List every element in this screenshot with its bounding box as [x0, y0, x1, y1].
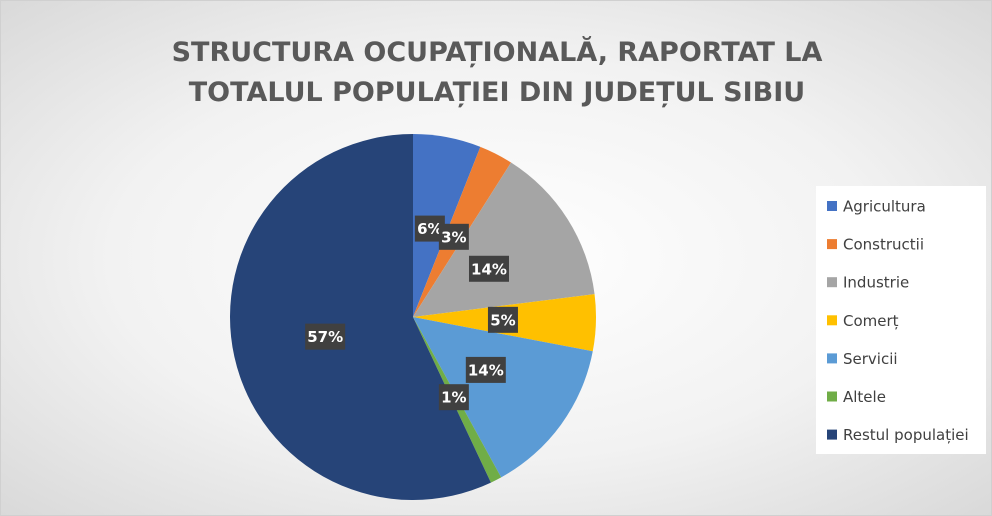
legend-swatch: [827, 315, 837, 326]
legend-label: Agricultura: [843, 198, 926, 216]
legend-label: Constructii: [843, 236, 924, 254]
chart-title: STRUCTURA OCUPAȚIONALĂ, RAPORTAT LA TOTA…: [171, 37, 823, 108]
legend-label: Altele: [843, 388, 886, 406]
legend-swatch: [827, 277, 837, 288]
legend-label: Industrie: [843, 274, 909, 292]
legend-label: Comerț: [843, 312, 899, 330]
pie-slice: [413, 162, 595, 317]
data-label: 6%: [417, 220, 442, 238]
data-label-box: [305, 323, 346, 350]
data-label-box: [487, 306, 518, 333]
data-label: 14%: [471, 260, 507, 278]
legend-label: Servicii: [843, 350, 898, 368]
data-label-box: [438, 384, 469, 411]
data-label: 1%: [441, 389, 466, 407]
data-label: 14%: [468, 361, 504, 379]
data-label: 3%: [441, 228, 466, 246]
data-label: 57%: [307, 328, 343, 346]
legend-swatch: [827, 239, 837, 250]
legend-label: Restul populației: [843, 426, 969, 444]
legend-box: [816, 186, 986, 454]
data-label-box: [468, 255, 509, 282]
pie-slice: [229, 134, 491, 500]
legend-swatch: [827, 391, 837, 402]
legend-swatch: [827, 429, 837, 440]
data-label-box: [438, 223, 469, 250]
legend-swatch: [827, 201, 837, 211]
data-label-box: [465, 356, 506, 383]
legend-swatch: [827, 353, 837, 364]
data-label: 5%: [490, 311, 515, 329]
pie-slice: [413, 317, 593, 478]
